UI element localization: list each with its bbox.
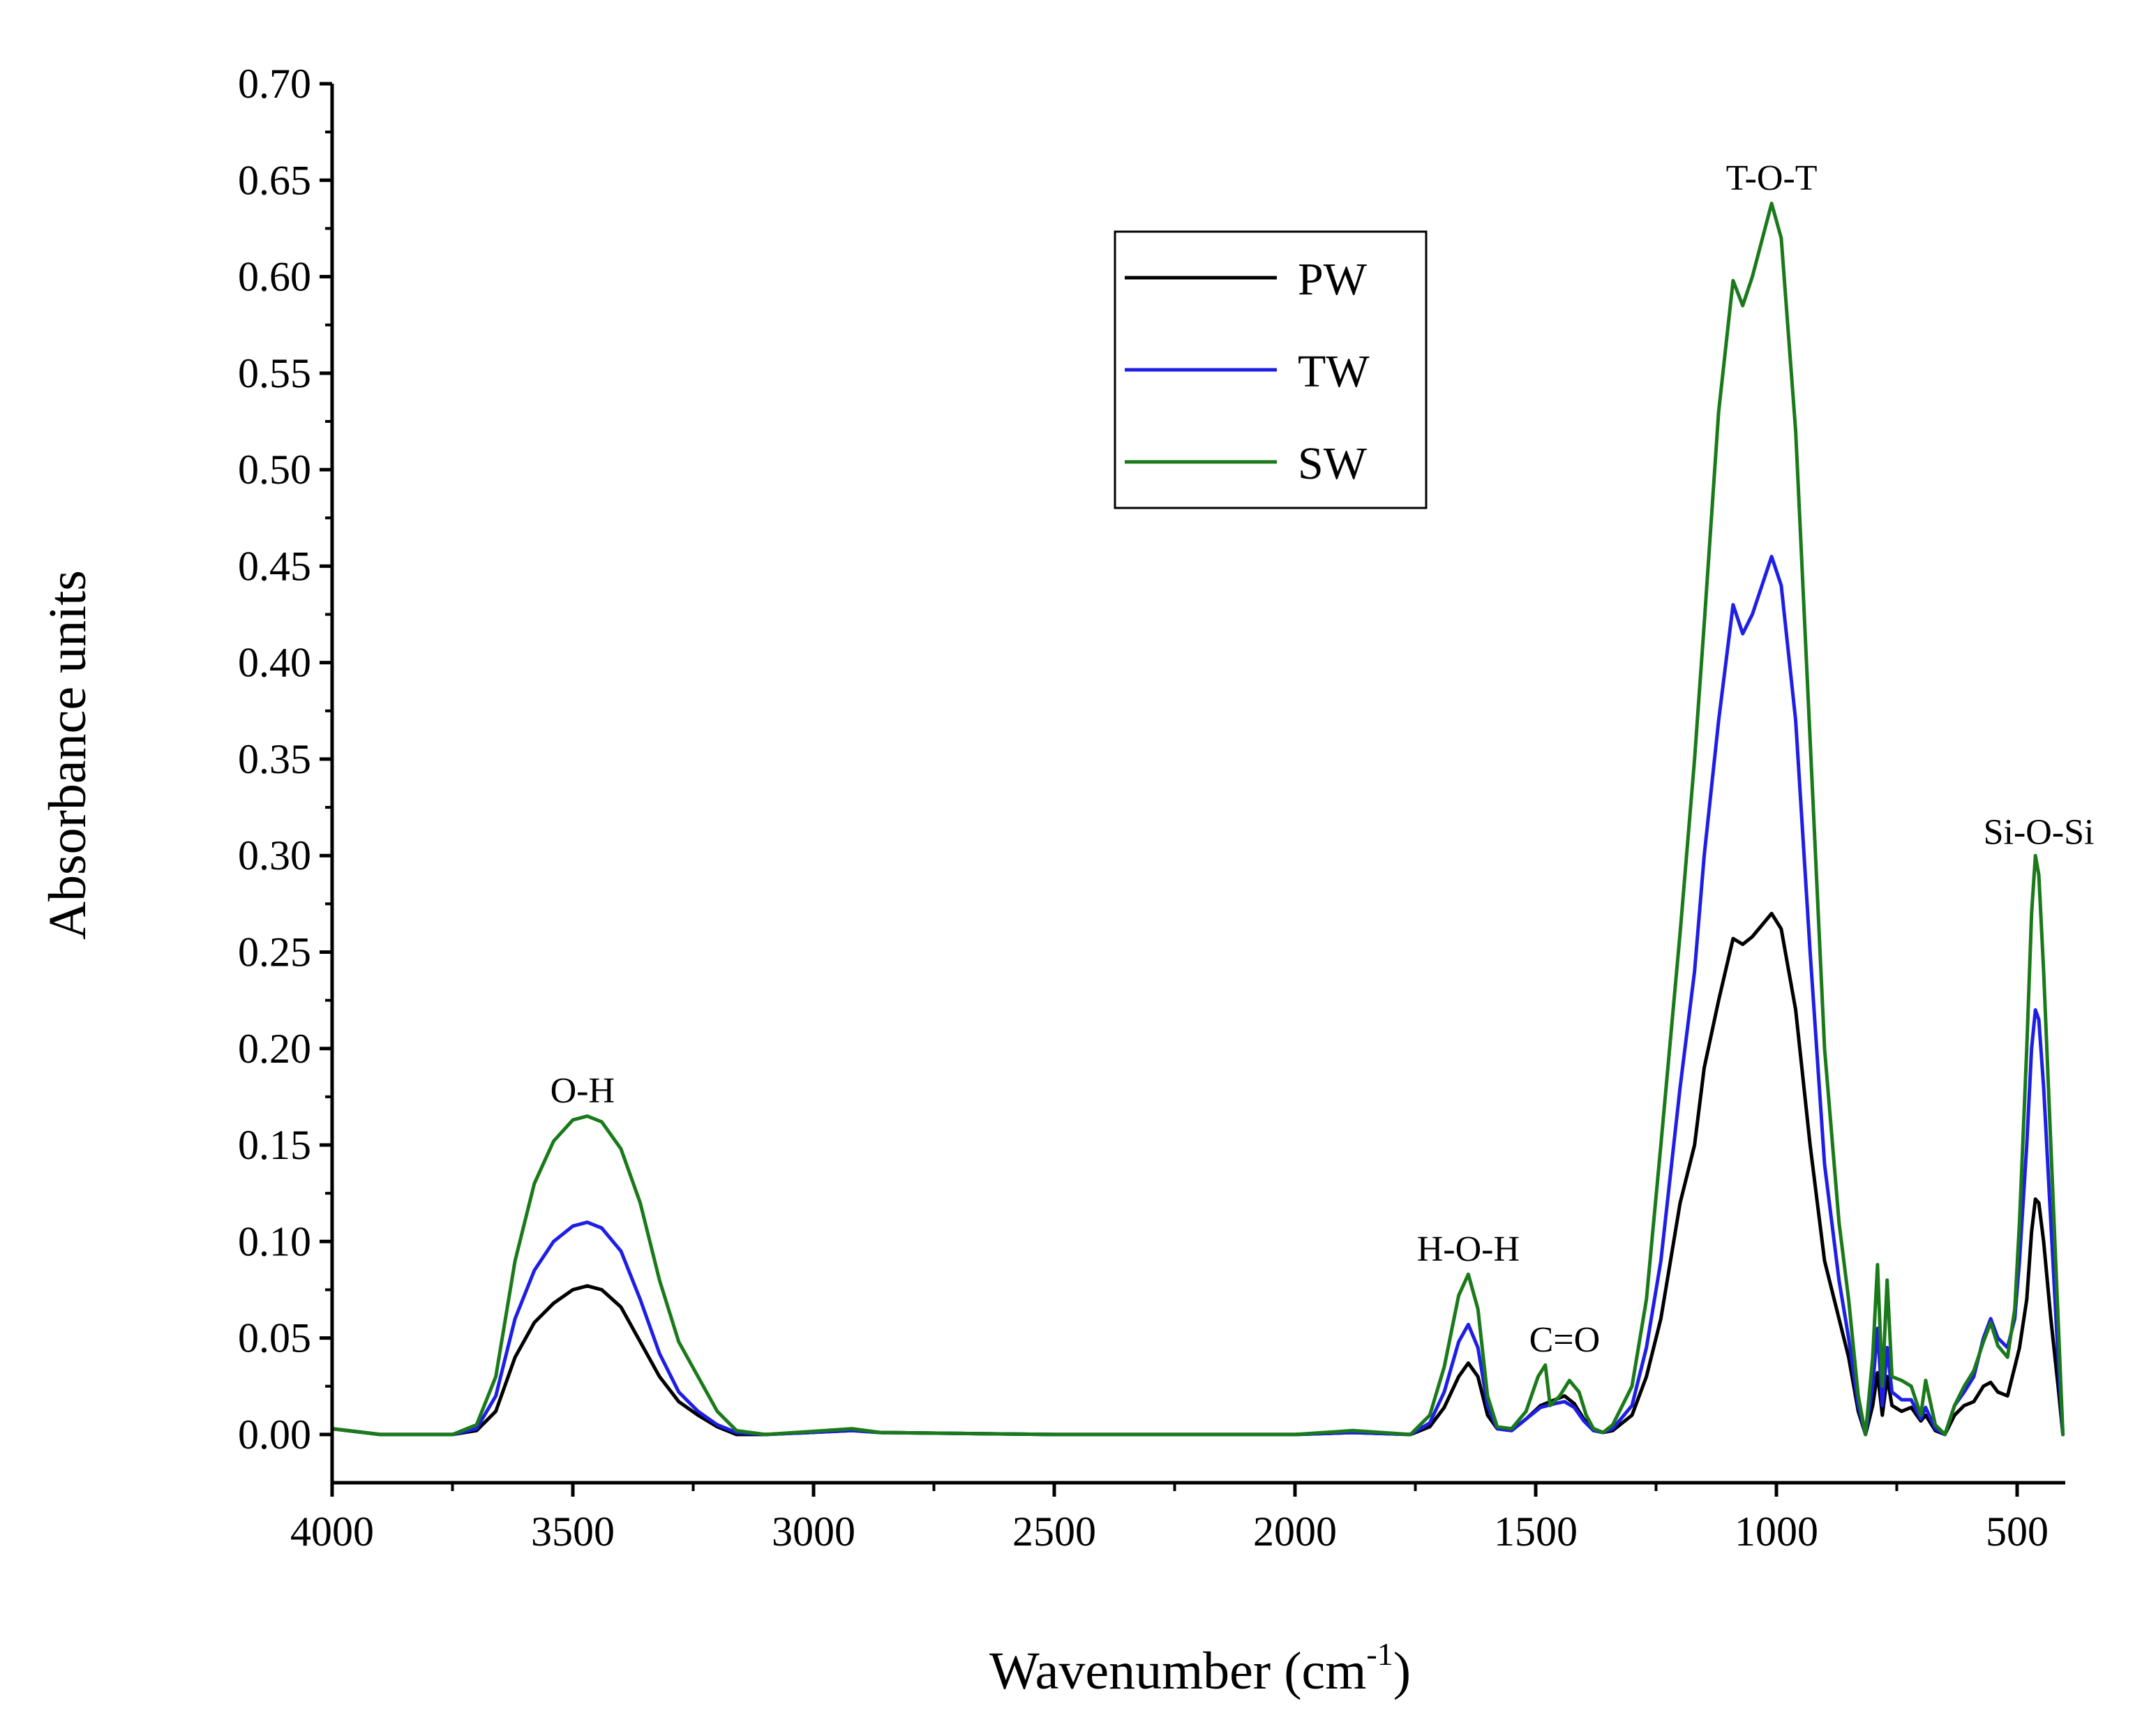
annotations: O-H H-O-H C=O T-O-T Si-O-Si bbox=[551, 158, 2095, 1360]
y-tick-label: 0.05 bbox=[238, 1315, 311, 1361]
y-tick-label: 0.40 bbox=[238, 640, 311, 686]
x-axis-title-sup: -1 bbox=[1366, 1636, 1393, 1672]
x-axis-title-main: Wavenumber (cm bbox=[989, 1642, 1366, 1700]
y-tick-label: 0.55 bbox=[238, 350, 311, 396]
x-tick-label: 2500 bbox=[1012, 1509, 1096, 1555]
y-tick-label: 0.35 bbox=[238, 736, 311, 782]
y-tick-label: 0.00 bbox=[238, 1412, 311, 1458]
x-tick-label: 1500 bbox=[1494, 1509, 1578, 1555]
series-line-pw bbox=[330, 911, 2065, 1437]
x-tick-label: 500 bbox=[1986, 1509, 2049, 1555]
x-axis-title: Wavenumber (cm-1) bbox=[989, 1636, 1411, 1700]
peak-label: Si-O-Si bbox=[1984, 813, 2095, 853]
y-tick-label: 0.20 bbox=[238, 1026, 311, 1072]
series-line-sw bbox=[330, 202, 2065, 1437]
ticks: 0.00 0.05 0.10 0.15 0.20 0.25 0.30 0.35 0.40 0.45… bbox=[238, 61, 2049, 1555]
x-tick-label: 1000 bbox=[1735, 1509, 1818, 1555]
legend-label-sw: SW bbox=[1298, 438, 1368, 489]
x-axis-title-end: ) bbox=[1393, 1642, 1411, 1700]
y-tick-label: 0.15 bbox=[238, 1122, 311, 1168]
peak-label: O-H bbox=[551, 1071, 615, 1111]
y-tick-label: 0.45 bbox=[238, 543, 311, 589]
peak-label: H-O-H bbox=[1417, 1229, 1520, 1269]
peak-label: C=O bbox=[1529, 1320, 1601, 1360]
y-tick-label: 0.10 bbox=[238, 1218, 311, 1264]
y-tick-label: 0.60 bbox=[238, 254, 311, 300]
y-tick-label: 0.70 bbox=[238, 61, 311, 107]
y-tick-label: 0.50 bbox=[238, 447, 311, 493]
series-line-tw bbox=[330, 555, 2065, 1437]
y-tick-label: 0.25 bbox=[238, 929, 311, 975]
x-tick-label: 4000 bbox=[290, 1509, 374, 1555]
peak-label: T-O-T bbox=[1726, 158, 1818, 198]
x-tick-label: 3000 bbox=[772, 1509, 855, 1555]
y-tick-label: 0.65 bbox=[238, 157, 311, 203]
legend: PW TW SW bbox=[1114, 230, 1428, 509]
y-axis-title: Absorbance units bbox=[38, 570, 97, 940]
x-tick-label: 2000 bbox=[1253, 1509, 1337, 1555]
series-group bbox=[330, 202, 2065, 1437]
legend-label-pw: PW bbox=[1298, 254, 1368, 305]
y-tick-label: 0.30 bbox=[238, 832, 311, 878]
legend-label-tw: TW bbox=[1298, 346, 1370, 397]
x-tick-label: 3500 bbox=[531, 1509, 615, 1555]
